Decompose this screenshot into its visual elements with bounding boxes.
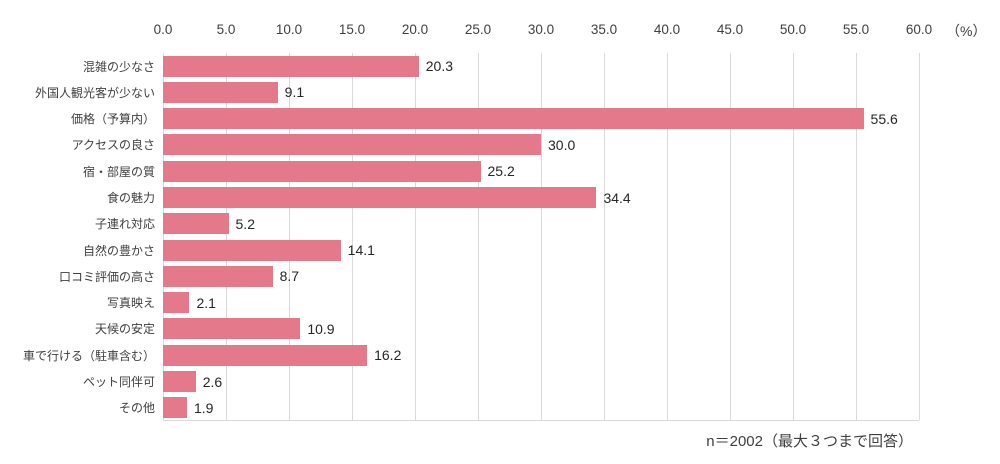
category-label: 車で行ける（駐車含む） [22,348,155,363]
value-label: 14.1 [347,242,375,259]
bar [163,134,541,156]
x-axis-unit-label: （%） [946,23,987,39]
bar [163,213,229,235]
bar [163,397,187,419]
bar [163,55,419,77]
gridline [478,53,479,420]
bar-rows: 混雑の少なさ 20.3 外国人観光客が少ない 9.1 価格（予算内） 55.6 アクセスの良… [0,53,1000,421]
x-axis-tick-label: 15.0 [338,22,366,37]
value-label: 1.9 [193,399,214,416]
value-label: 2.1 [196,294,216,311]
bar [163,344,368,366]
bar [163,318,301,340]
value-label: 55.6 [870,110,898,127]
category-label: 外国人観光客が少ない [34,85,155,100]
bar-row: 自然の豊かさ 14.1 [0,237,1000,263]
gridline [856,53,857,420]
category-label: ペット同伴可 [82,375,155,390]
bar-row: その他 1.9 [0,395,1000,421]
value-label: 2.6 [202,373,223,390]
bar [163,265,273,287]
bar-row: 車で行ける（駐車含む） 16.2 [0,342,1000,368]
category-label: 口コミ評価の高さ [58,269,155,284]
x-axis-tick-label: 45.0 [716,22,744,37]
value-label: 20.3 [425,58,454,75]
x-axis-tick-label: 40.0 [653,22,681,37]
x-axis-tick-label: 55.0 [842,22,870,37]
bar [163,371,196,393]
gridline [604,53,605,420]
value-label: 25.2 [487,163,515,180]
gridline [352,53,353,420]
x-axis-tick-label: 35.0 [590,22,618,37]
gridline [541,53,542,420]
gridline [163,53,164,420]
bar [163,160,481,182]
category-label: その他 [118,401,155,416]
category-label: 天候の安定 [94,322,155,337]
value-label: 34.4 [603,189,631,206]
value-label: 8.7 [279,268,300,285]
bar [163,187,597,209]
bar [163,81,278,103]
bar-row: 宿・部屋の質 25.2 [0,158,1000,184]
gridline [730,53,731,420]
bar [163,108,864,130]
x-axis-tick-label: 5.0 [216,22,236,37]
x-axis: 0.0 5.0 10.0 15.0 20.0 25.0 30.0 35.0 40.0 45.0 50… [0,0,1000,46]
category-label: 自然の豊かさ [82,243,155,258]
bar-row: アクセスの良さ 30.0 [0,132,1000,158]
bar-row: 天候の安定 10.9 [0,316,1000,342]
value-label: 30.0 [548,136,576,153]
bar-row: 写真映え 2.1 [0,290,1000,316]
x-axis-tick-label: 50.0 [779,22,807,37]
x-axis-tick-label: 30.0 [527,22,555,37]
value-label: 5.2 [235,215,255,232]
value-label: 10.9 [307,320,335,337]
gridline [226,53,227,420]
category-label: アクセスの良さ [71,138,155,153]
category-label: 写真映え [106,296,155,311]
x-axis-tick-label: 0.0 [153,22,173,37]
bar [163,239,341,261]
category-label: 子連れ対応 [94,217,155,232]
x-axis-tick-label: 20.0 [401,22,429,37]
value-label: 16.2 [374,347,402,364]
bar-row: 口コミ評価の高さ 8.7 [0,263,1000,289]
category-label: 宿・部屋の質 [82,164,155,179]
bar-row: 混雑の少なさ 20.3 [0,53,1000,79]
category-label: 食の魅力 [106,191,155,206]
value-label: 9.1 [284,84,305,101]
bar-row: ペット同伴可 2.6 [0,368,1000,394]
gridline [415,53,416,420]
plot-area [163,53,920,421]
x-axis-tick-label: 60.0 [905,22,933,37]
gridline [793,53,794,420]
gridline [919,53,920,420]
bar-row: 外国人観光客が少ない 9.1 [0,79,1000,105]
category-label: 価格（予算内） [70,112,155,127]
category-label: 混雑の少なさ [82,59,155,74]
bar-row: 食の魅力 34.4 [0,184,1000,210]
sample-size-note: n＝2002（最大３つまで回答） [706,433,913,450]
bar-row: 価格（予算内） 55.6 [0,106,1000,132]
x-axis-tick-label: 25.0 [464,22,492,37]
bar [163,292,190,314]
bar-row: 子連れ対応 5.2 [0,211,1000,237]
gridline [667,53,668,420]
x-axis-tick-label: 10.0 [275,22,303,37]
gridline [289,53,290,420]
